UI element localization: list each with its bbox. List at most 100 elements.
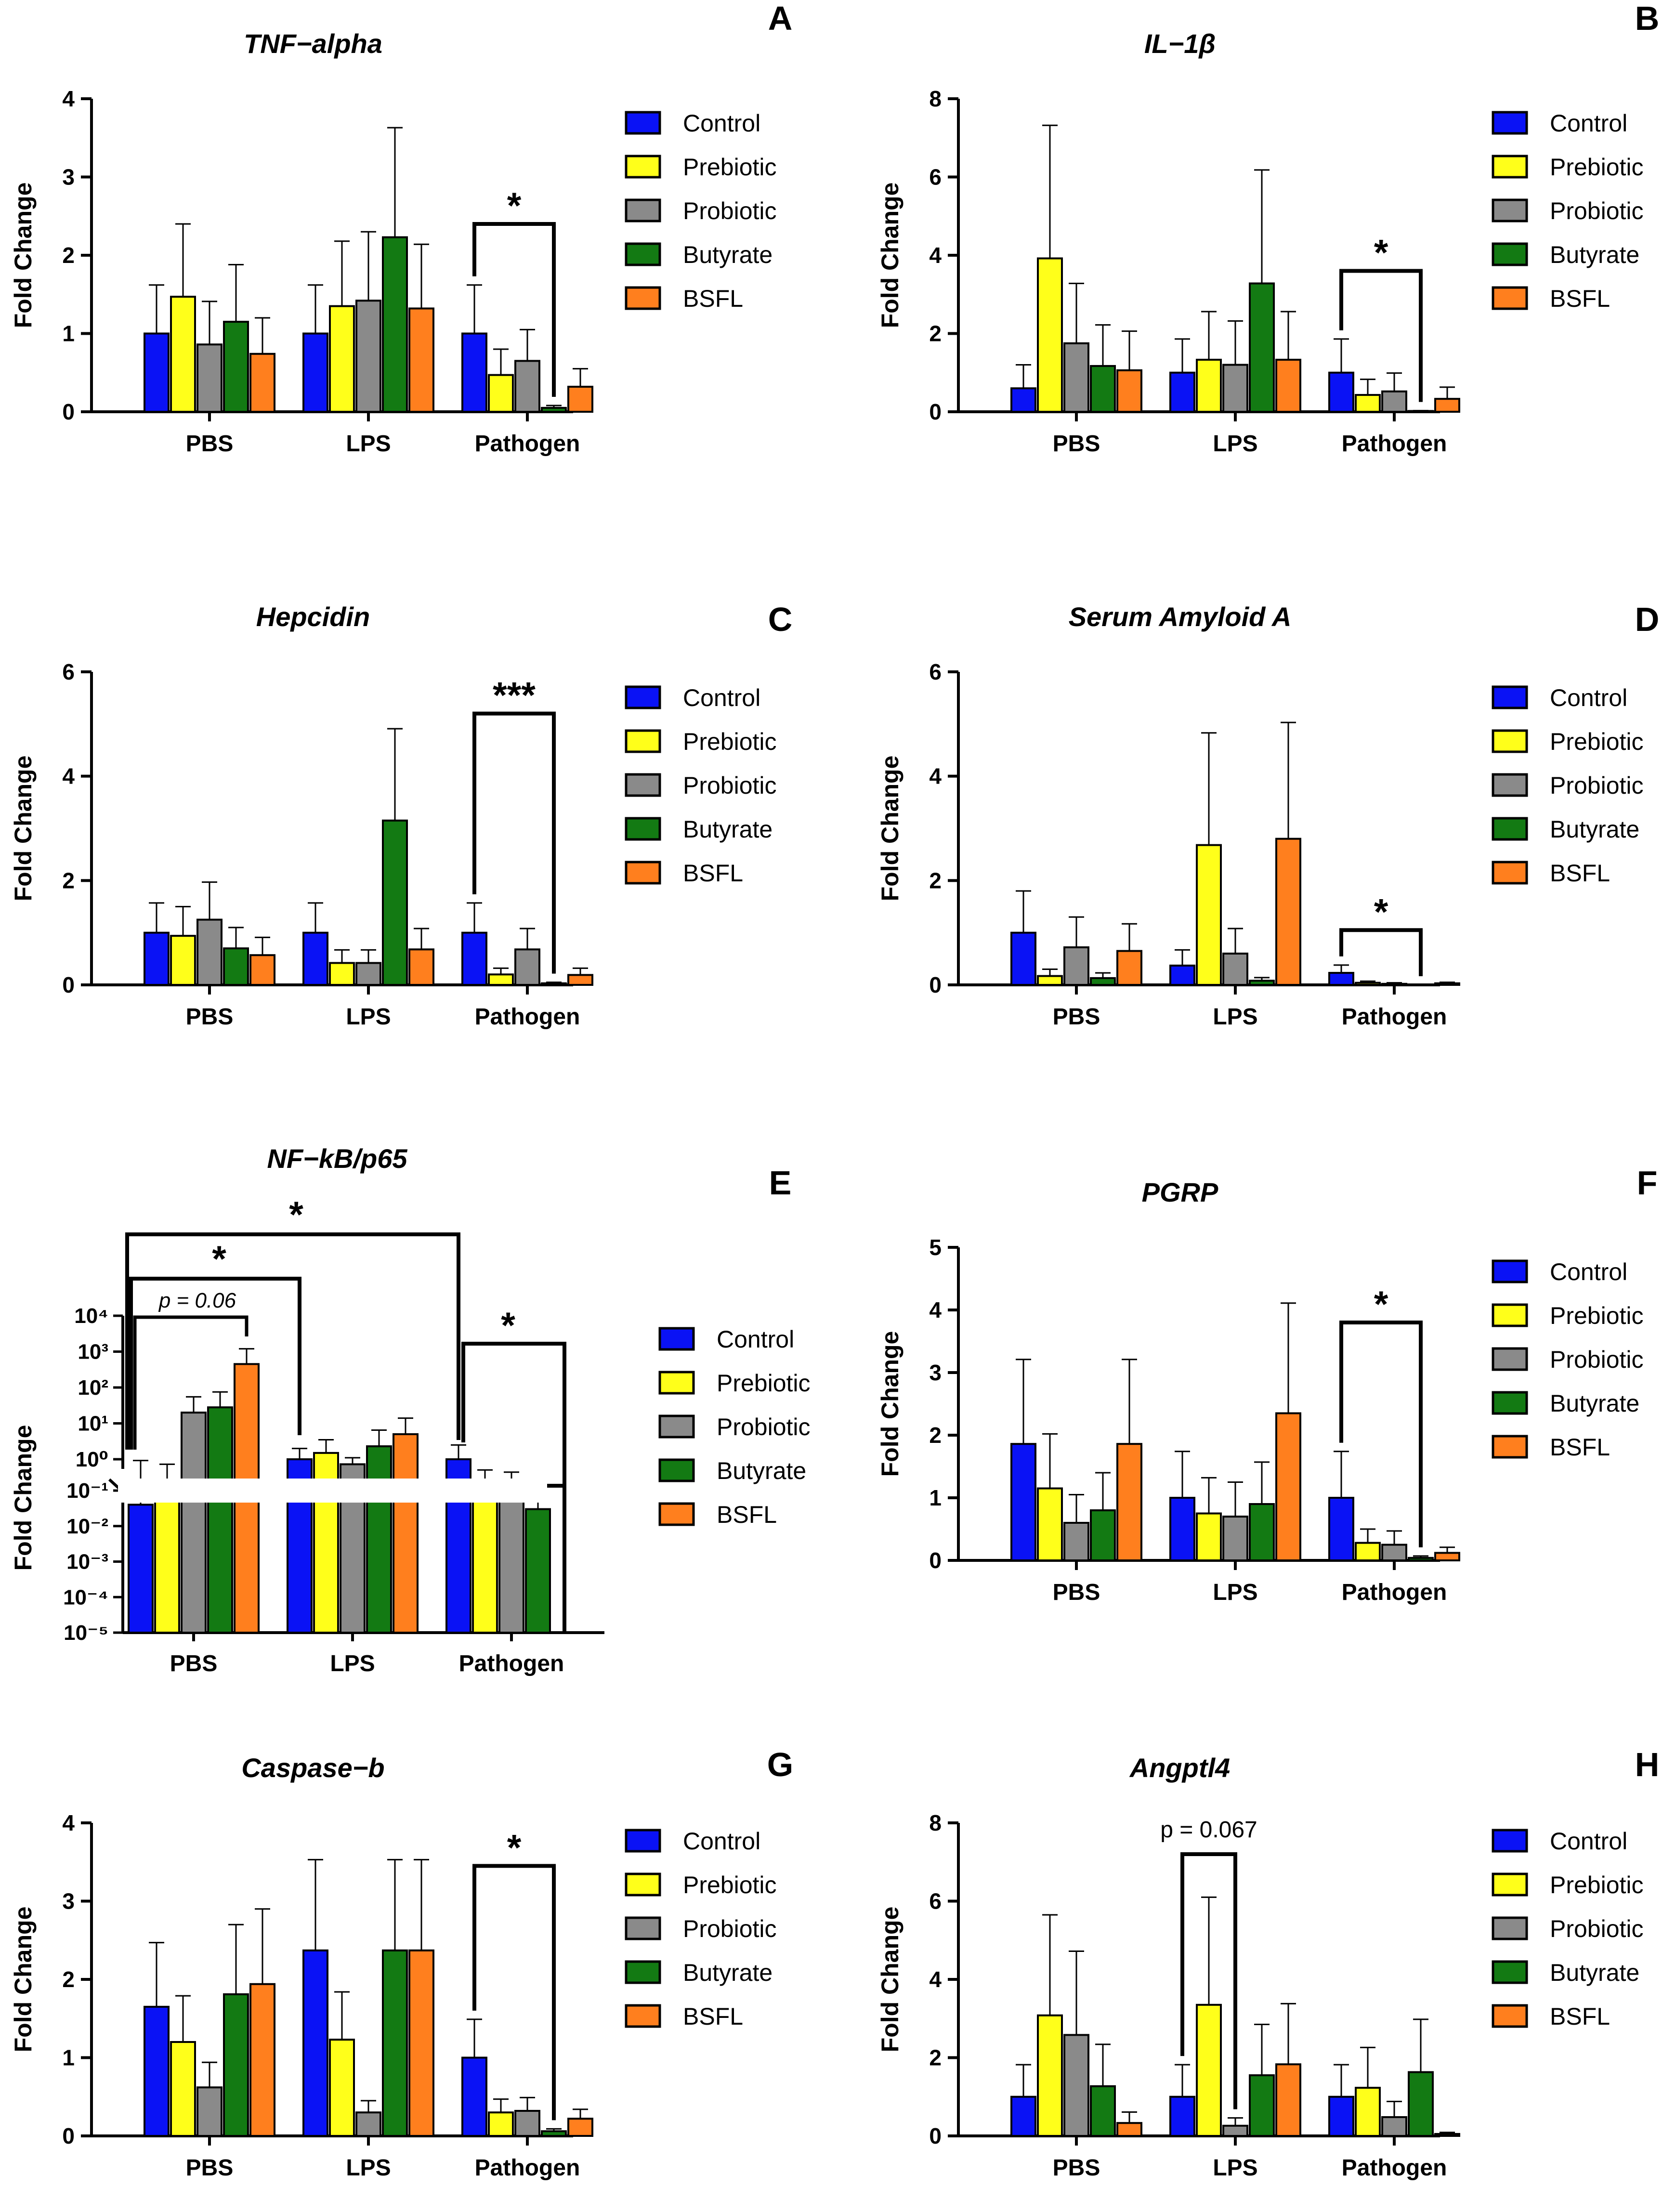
panel-title-H: Angptl4	[1129, 1753, 1230, 1783]
bar-control-pathogen	[1328, 1497, 1354, 1561]
y-tick-label-F: 2	[929, 1423, 942, 1448]
legend-label-butyrate: Butyrate	[1550, 816, 1639, 843]
bar-probiotic-lps	[355, 2111, 381, 2137]
legend-label-butyrate: Butyrate	[1550, 1959, 1639, 1986]
bar-probiotic-pathogen	[1381, 2116, 1407, 2137]
y-axis-label-H: Fold Change	[877, 1907, 903, 2053]
y-tick-label-A: 0	[62, 399, 75, 424]
bar-probiotic-pbs	[1063, 1522, 1089, 1561]
bar-bsfl-lps	[408, 948, 434, 986]
y-tick-label-F: 5	[929, 1235, 942, 1260]
legend-label-probiotic: Probiotic	[683, 1915, 777, 1942]
legend-swatch-butyrate	[1492, 242, 1528, 266]
legend-swatch-probiotic	[658, 1414, 695, 1439]
panel-G: Caspase−b G 0 1 2 3 4 Fold Change PBS LPS Pathogen…	[10, 1746, 793, 2181]
bar-bsfl-pbs	[1116, 1443, 1142, 1561]
panel-letter-E: E	[769, 1164, 792, 1202]
bar-butyrate-pathogen	[541, 2130, 567, 2137]
significance-bracket: *	[472, 185, 556, 397]
legend-label-bsfl: BSFL	[1550, 285, 1610, 312]
bar-control-pbs	[1010, 387, 1036, 413]
y-tick-label-D: 2	[929, 868, 942, 893]
bar-probiotic-pathogen	[1381, 390, 1407, 413]
bar-bsfl-lps	[393, 1433, 419, 1634]
x-tick-label-pbs: PBS	[1053, 1580, 1100, 1605]
significance-label: *	[507, 1827, 522, 1868]
bar-probiotic-pbs	[196, 918, 223, 986]
bar-probiotic-pathogen	[1381, 1544, 1407, 1561]
panel-letter-D: D	[1635, 601, 1660, 638]
legend-swatch-control	[1492, 685, 1528, 709]
bar-control-pathogen	[461, 931, 487, 986]
legend-swatch-probiotic	[1492, 1347, 1528, 1371]
y-tick-label-G: 0	[62, 2123, 75, 2148]
y-tick-label-C: 4	[62, 764, 75, 789]
significance-label: *	[501, 1305, 515, 1346]
legend-E: Control Prebiotic Probiotic Butyrate BSFL	[658, 1326, 811, 1528]
bar-prebiotic-pbs	[170, 296, 196, 413]
legend-label-prebiotic: Prebiotic	[1550, 728, 1644, 755]
legend-label-butyrate: Butyrate	[683, 241, 773, 268]
bar-bsfl-pbs	[249, 954, 275, 986]
bar-prebiotic-pathogen	[488, 374, 514, 413]
y-tick-label-lower: 10⁻³	[66, 1550, 108, 1574]
bar-prebiotic-pbs	[154, 1479, 180, 1634]
x-tick-label-lps: LPS	[1213, 431, 1257, 457]
legend-label-probiotic: Probiotic	[1550, 772, 1644, 799]
x-tick-label-pathogen: Pathogen	[475, 1004, 580, 1030]
bar-probiotic-pathogen	[514, 360, 540, 413]
y-axis-label-G: Fold Change	[10, 1907, 37, 2053]
legend-swatch-bsfl	[1492, 861, 1528, 885]
legend-F: Control Prebiotic Probiotic Butyrate BSFL	[1492, 1258, 1644, 1461]
bracket-line	[125, 1232, 460, 1450]
bar-butyrate-lps	[1249, 1503, 1275, 1561]
y-tick-label-F: 4	[929, 1297, 942, 1322]
legend-label-bsfl: BSFL	[717, 1501, 777, 1528]
bracket-line	[1339, 928, 1423, 976]
significance-brackets: p = 0.06 * * *	[125, 1194, 566, 1633]
bar-bsfl-pathogen	[567, 386, 593, 413]
legend-swatch-bsfl	[1492, 286, 1528, 310]
legend-swatch-probiotic	[625, 1916, 661, 1940]
legend-label-probiotic: Probiotic	[683, 772, 777, 799]
significance-bracket: *	[1339, 891, 1423, 976]
significance-label: *	[507, 185, 522, 226]
legend-D: Control Prebiotic Probiotic Butyrate BSFL	[1492, 684, 1644, 887]
legend-swatch-prebiotic	[658, 1371, 695, 1395]
legend-swatch-bsfl	[625, 286, 661, 310]
legend-label-prebiotic: Prebiotic	[717, 1370, 811, 1397]
bar-bsfl-pathogen	[567, 2118, 593, 2137]
bar-butyrate-pathogen	[1408, 410, 1434, 413]
legend-label-control: Control	[1550, 1828, 1627, 1855]
bar-control-pathogen	[461, 332, 487, 413]
bar-prebiotic-pbs	[170, 935, 196, 986]
panel-letter-C: C	[768, 601, 793, 638]
bar-prebiotic-pathogen	[1355, 394, 1381, 413]
bar-prebiotic-lps	[1196, 1512, 1222, 1561]
x-tick-label-pathogen: Pathogen	[1342, 1580, 1447, 1605]
bar-probiotic-pathogen	[498, 1487, 524, 1634]
legend-swatch-control	[625, 1829, 661, 1853]
legend-label-bsfl: BSFL	[683, 285, 743, 312]
legend-label-probiotic: Probiotic	[683, 197, 777, 224]
bar-butyrate-pathogen	[541, 982, 567, 986]
significance-bracket: p = 0.067	[1160, 1817, 1257, 2109]
legend-swatch-control	[625, 111, 661, 135]
legend-swatch-control	[1492, 1259, 1528, 1283]
bar-bsfl-pbs	[1116, 2122, 1142, 2137]
bar-probiotic-lps	[1222, 2124, 1248, 2137]
legend-label-probiotic: Probiotic	[717, 1414, 811, 1440]
y-tick-label-D: 6	[929, 659, 942, 684]
panel-A: TNF−alpha A 0 1 2 3 4 Fold Change PBS LPS Pathogen…	[10, 0, 792, 457]
y-tick-label-C: 0	[62, 972, 75, 997]
x-tick-label-lps: LPS	[1213, 1580, 1257, 1605]
bar-control-lps	[1169, 1497, 1195, 1561]
panel-title-D: Serum Amyloid A	[1069, 602, 1292, 632]
y-tick-label-lower: 10⁻⁵	[64, 1621, 108, 1645]
y-tick-label-F: 3	[929, 1360, 942, 1385]
legend-label-prebiotic: Prebiotic	[1550, 1872, 1644, 1898]
bar-control-lps	[1169, 371, 1195, 413]
legend-label-bsfl: BSFL	[1550, 2003, 1610, 2030]
legend-swatch-bsfl	[625, 861, 661, 885]
bar-control-lps	[302, 332, 328, 413]
